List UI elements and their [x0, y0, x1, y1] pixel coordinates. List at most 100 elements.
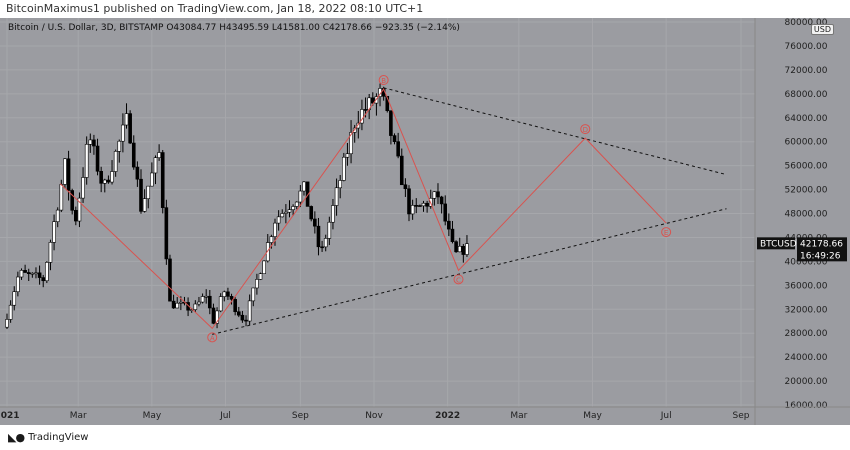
candle-body	[34, 272, 38, 275]
price-tag-countdown: 16:49:26	[800, 251, 841, 261]
candle-body	[88, 139, 93, 145]
high-value: 43495.59	[226, 23, 269, 33]
x-tick-label: May	[143, 411, 162, 421]
candle-body	[331, 205, 335, 223]
candlesticks	[5, 83, 469, 329]
candle-body	[41, 277, 46, 282]
chart-panel[interactable]: A B C D E 80000.00 76000.00 72000.00 68000.00 64…	[0, 18, 850, 425]
x-tick-label: Jul	[219, 411, 231, 421]
candle-body	[425, 202, 429, 207]
wave-marker-d	[580, 124, 591, 135]
trendlines	[212, 87, 727, 335]
price-tag-ticker-bg	[757, 237, 795, 250]
candle-body	[349, 132, 353, 155]
price-chart[interactable]: A B C D E 80000.00 76000.00 72000.00 68000.00 64…	[0, 18, 850, 425]
candle-body	[392, 135, 397, 142]
candle-body	[139, 178, 143, 212]
x-tick-label: 2021	[0, 411, 20, 421]
candle-body	[37, 272, 42, 278]
candle-body	[414, 205, 419, 207]
candle-body	[153, 157, 158, 174]
candle-body	[131, 142, 136, 168]
candle-body	[244, 319, 248, 322]
candle-body	[439, 196, 444, 205]
time-axis[interactable]: 2021 Mar May Jul Sep Nov 2022 Mar May Jul Sep	[0, 406, 850, 421]
candle-body	[432, 191, 437, 199]
wave-marker-c	[453, 274, 464, 285]
x-tick-label: Jul	[660, 411, 672, 421]
candle-body	[74, 209, 78, 222]
candle-body	[363, 109, 368, 111]
candle-body	[258, 273, 263, 280]
candle-body	[150, 172, 154, 187]
candle-body	[385, 95, 390, 112]
x-tick-label: Mar	[510, 411, 527, 421]
candle-body	[102, 179, 107, 184]
currency-button[interactable]: USD	[810, 24, 834, 35]
y-tick-label: 64000.00	[785, 114, 828, 124]
candle-body	[309, 206, 314, 220]
wave-label-a: A	[210, 334, 215, 342]
wave-label-d: D	[583, 126, 588, 134]
candle-body	[110, 171, 114, 183]
candle-body	[323, 238, 328, 248]
candle-body	[421, 202, 426, 207]
change-value: −923.35 (−2.14%)	[374, 23, 460, 33]
y-tick-label: 52000.00	[785, 186, 828, 196]
symbol-label: Bitcoin / U.S. Dollar, 3D, BITSTAMP	[8, 23, 164, 33]
low-value: 41581.00	[276, 23, 320, 33]
candle-body	[168, 258, 172, 302]
wave-marker-a	[207, 332, 218, 343]
candle-body	[262, 260, 266, 274]
candle-body	[157, 152, 161, 159]
candle-body	[197, 301, 201, 305]
y-tick-label: 80000.00	[785, 18, 828, 28]
candle-body	[99, 170, 103, 184]
candle-body	[410, 205, 415, 215]
candle-body	[465, 243, 469, 255]
candle-body	[298, 190, 303, 203]
candle-body	[12, 291, 17, 306]
x-tick-label: Mar	[70, 411, 87, 421]
y-tick-label: 24000.00	[785, 353, 828, 363]
candle-body	[200, 296, 205, 303]
wave-marker-b	[378, 75, 389, 86]
candle-body	[294, 201, 299, 207]
wave-path: A B C D E	[59, 75, 672, 343]
price-axis[interactable]: 80000.00 76000.00 72000.00 68000.00 64000.00…	[754, 18, 828, 425]
x-tick-label: Sep	[292, 411, 309, 421]
candle-body	[229, 296, 234, 300]
candle-body	[327, 221, 332, 239]
candle-body	[334, 187, 339, 206]
grid	[0, 18, 755, 407]
candle-body	[276, 216, 281, 224]
candle-body	[269, 236, 274, 243]
wave-label-b: B	[381, 77, 386, 85]
y-tick-label: 32000.00	[785, 305, 828, 315]
candle-body	[407, 188, 411, 215]
y-tick-label: 76000.00	[785, 42, 828, 52]
candle-body	[70, 190, 74, 211]
tradingview-logo-icon: ◣●	[8, 431, 25, 444]
candle-body	[45, 262, 49, 282]
wave-line	[59, 88, 667, 330]
y-tick-label: 60000.00	[785, 138, 828, 148]
candle-body	[338, 180, 342, 189]
candle-body	[48, 242, 53, 263]
candle-body	[30, 272, 35, 275]
tradingview-logo[interactable]: ◣● TradingView	[8, 431, 88, 444]
high-label: H	[219, 23, 227, 33]
trendline-upper	[383, 87, 727, 176]
candle-body	[461, 245, 466, 255]
candle-body	[443, 203, 448, 222]
candle-body	[16, 276, 20, 293]
candle-body	[59, 184, 64, 211]
close-value: 42178.66	[329, 23, 372, 33]
low-label: L	[271, 23, 277, 33]
candle-body	[436, 191, 440, 198]
open-value: 43084.77	[173, 23, 217, 33]
price-tag-ticker: BTCUSD	[760, 239, 797, 249]
candle-body	[226, 291, 230, 297]
candle-body	[160, 152, 165, 208]
candle-body	[95, 145, 100, 172]
